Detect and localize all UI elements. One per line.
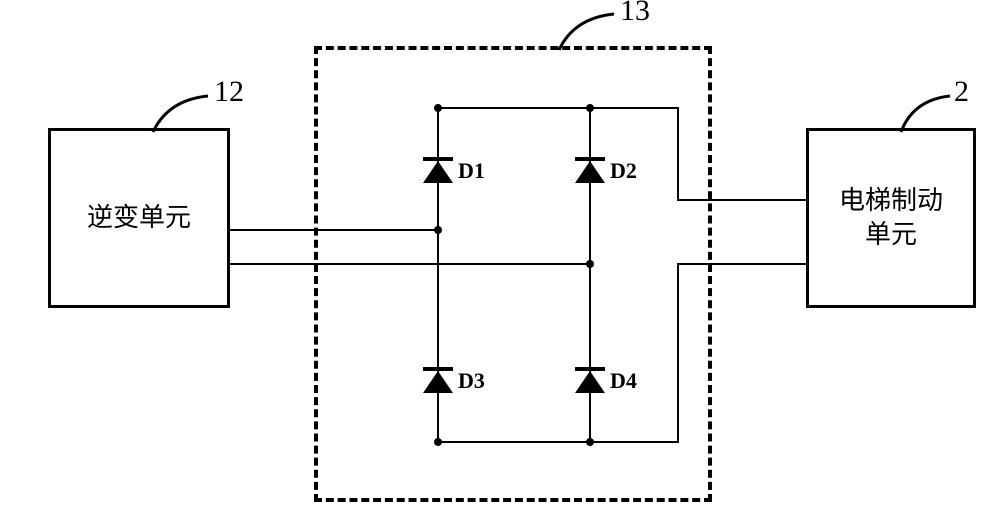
node-top-right [586, 104, 594, 112]
wire-right-bot [677, 263, 807, 265]
inverter-unit-label: 逆变单元 [87, 201, 191, 235]
elevator-brake-unit-label: 电梯制动 单元 [839, 184, 943, 252]
node-bot-left [434, 438, 442, 446]
callout-label-13: 13 [620, 0, 650, 28]
wire-right-ext-top-v [677, 107, 679, 201]
node-mid-left [434, 226, 442, 234]
diode-d2-label: D2 [610, 158, 637, 184]
callout-label-12: 12 [214, 75, 244, 109]
diode-d4-label: D4 [610, 368, 637, 394]
wire-left-top [230, 229, 439, 231]
wire-rail-top [438, 107, 679, 109]
diode-d1 [421, 153, 455, 187]
diode-d4 [573, 363, 607, 397]
diode-d1-label: D1 [458, 158, 485, 184]
callout-label-2: 2 [954, 75, 969, 109]
wire-right-ext-bot-v [677, 263, 679, 443]
elevator-brake-unit-box: 电梯制动 单元 [806, 128, 976, 308]
wire-left-bot [230, 263, 591, 265]
node-top-left [434, 104, 442, 112]
wire-rail-bot [438, 441, 679, 443]
wire-right-top [677, 199, 807, 201]
rectifier-group-box [314, 46, 712, 502]
diode-d3-label: D3 [458, 368, 485, 394]
diode-d3 [421, 363, 455, 397]
inverter-unit-box: 逆变单元 [48, 128, 230, 308]
node-mid-right [586, 260, 594, 268]
node-bot-right [586, 438, 594, 446]
diode-d2 [573, 153, 607, 187]
